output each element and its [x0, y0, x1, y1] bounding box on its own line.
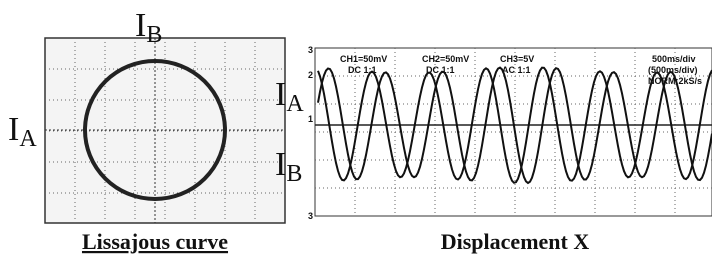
marker: 1: [308, 114, 313, 124]
scope-label: NORM:2kS/s: [648, 76, 702, 86]
scope-label: CH2=50mV: [422, 54, 469, 64]
scope-label: CH3=5V: [500, 54, 534, 64]
scope-label: 500ms/div: [652, 54, 696, 64]
marker: 3: [308, 211, 313, 221]
axis-label-top: IB: [135, 7, 162, 48]
caption: Displacement X: [441, 229, 590, 254]
scope-label: (500ms/div): [648, 65, 698, 75]
scope-label: CH1=50mV: [340, 54, 387, 64]
displacement-panel: CH1=50mV DC 1:1 CH2=50mV DC 1:1 CH3=5V A…: [275, 45, 712, 254]
caption: Lissajous curve: [82, 229, 228, 254]
scope-label: DC 1:1: [426, 65, 455, 75]
axis-label-left: IA: [8, 111, 37, 152]
trace-label: IA: [275, 76, 304, 117]
figure: IB IA Lissajous curve CH1=50mV DC 1:1 CH…: [0, 0, 712, 258]
lissajous-panel: IB IA Lissajous curve: [8, 7, 285, 254]
marker: 3: [308, 45, 313, 55]
marker: 2: [308, 70, 313, 80]
scope-label: DC 1:1: [348, 65, 377, 75]
trace-label: IB: [275, 146, 302, 187]
scope-label: AC 1:1: [502, 65, 531, 75]
